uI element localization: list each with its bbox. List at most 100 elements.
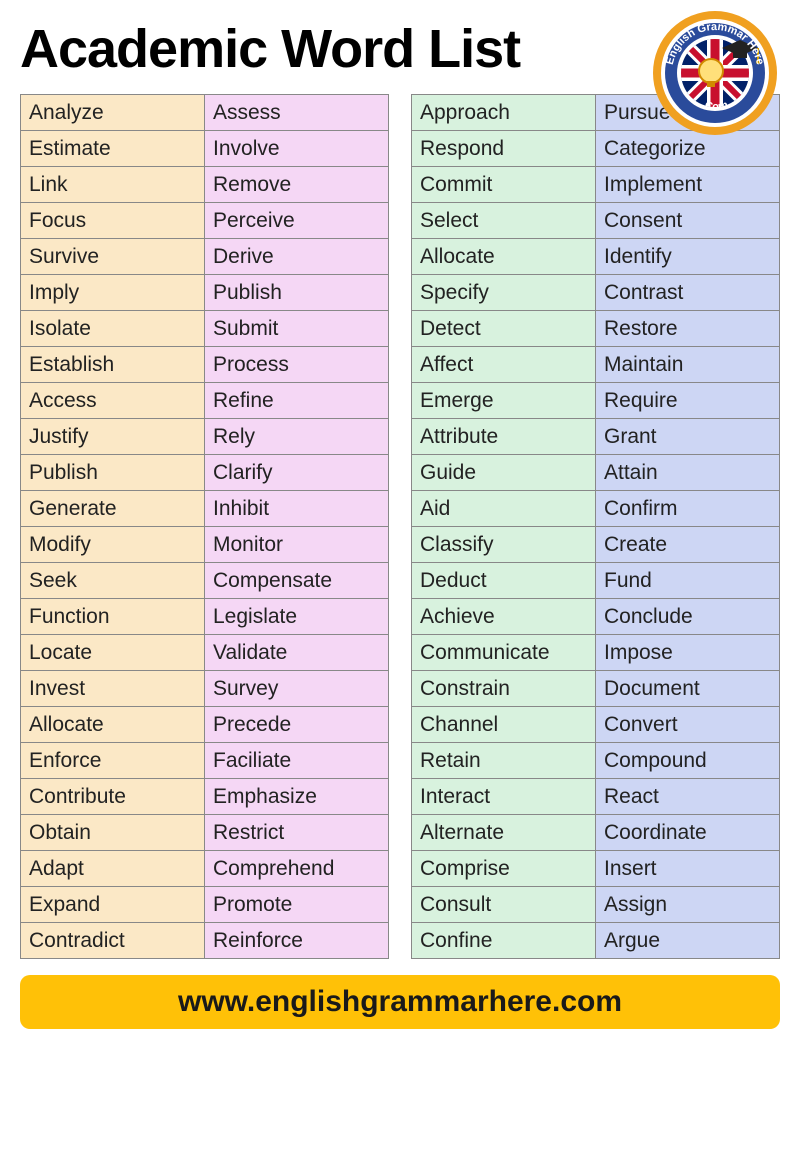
- table-row: CommitImplement: [412, 167, 780, 203]
- table-row: GuideAttain: [412, 455, 780, 491]
- logo-badge: English Grammar Here .Com: [650, 8, 780, 138]
- word-cell: Compensate: [205, 563, 389, 599]
- word-cell: Interact: [412, 779, 596, 815]
- word-cell: Refine: [205, 383, 389, 419]
- word-cell: Deduct: [412, 563, 596, 599]
- word-cell: Emerge: [412, 383, 596, 419]
- table-row: AllocatePrecede: [21, 707, 389, 743]
- word-cell: Function: [21, 599, 205, 635]
- table-row: SelectConsent: [412, 203, 780, 239]
- word-cell: Process: [205, 347, 389, 383]
- word-cell: Create: [596, 527, 780, 563]
- table-row: ConfineArgue: [412, 923, 780, 959]
- word-cell: Assign: [596, 887, 780, 923]
- table-row: ContributeEmphasize: [21, 779, 389, 815]
- svg-text:.Com: .Com: [701, 99, 730, 113]
- word-cell: Precede: [205, 707, 389, 743]
- word-cell: Obtain: [21, 815, 205, 851]
- word-cell: Perceive: [205, 203, 389, 239]
- table-row: ExpandPromote: [21, 887, 389, 923]
- word-cell: Assess: [205, 95, 389, 131]
- table-row: ObtainRestrict: [21, 815, 389, 851]
- table-row: JustifyRely: [21, 419, 389, 455]
- word-cell: Enforce: [21, 743, 205, 779]
- word-cell: Legislate: [205, 599, 389, 635]
- table-row: ContradictReinforce: [21, 923, 389, 959]
- word-cell: Inhibit: [205, 491, 389, 527]
- table-row: LinkRemove: [21, 167, 389, 203]
- word-cell: Fund: [596, 563, 780, 599]
- table-row: InteractReact: [412, 779, 780, 815]
- word-cell: Implement: [596, 167, 780, 203]
- table-row: AchieveConclude: [412, 599, 780, 635]
- word-cell: Access: [21, 383, 205, 419]
- table-row: ModifyMonitor: [21, 527, 389, 563]
- word-cell: Affect: [412, 347, 596, 383]
- table-row: CommunicateImpose: [412, 635, 780, 671]
- footer-url-bar: www.englishgrammarhere.com: [20, 975, 780, 1029]
- word-cell: Aid: [412, 491, 596, 527]
- word-cell: Restrict: [205, 815, 389, 851]
- word-cell: Allocate: [412, 239, 596, 275]
- word-cell: Reinforce: [205, 923, 389, 959]
- word-cell: React: [596, 779, 780, 815]
- word-cell: Focus: [21, 203, 205, 239]
- table-row: AdaptComprehend: [21, 851, 389, 887]
- word-cell: Maintain: [596, 347, 780, 383]
- word-cell: Insert: [596, 851, 780, 887]
- word-cell: Promote: [205, 887, 389, 923]
- word-cell: Clarify: [205, 455, 389, 491]
- table-row: GenerateInhibit: [21, 491, 389, 527]
- table-row: AlternateCoordinate: [412, 815, 780, 851]
- word-cell: Locate: [21, 635, 205, 671]
- word-cell: Select: [412, 203, 596, 239]
- table-row: LocateValidate: [21, 635, 389, 671]
- table-row: IsolateSubmit: [21, 311, 389, 347]
- word-cell: Emphasize: [205, 779, 389, 815]
- word-cell: Generate: [21, 491, 205, 527]
- table-row: DeductFund: [412, 563, 780, 599]
- word-cell: Monitor: [205, 527, 389, 563]
- word-cell: Publish: [205, 275, 389, 311]
- word-cell: Require: [596, 383, 780, 419]
- table-row: EstimateInvolve: [21, 131, 389, 167]
- table-row: InvestSurvey: [21, 671, 389, 707]
- table-row: SpecifyContrast: [412, 275, 780, 311]
- table-row: PublishClarify: [21, 455, 389, 491]
- word-cell: Retain: [412, 743, 596, 779]
- table-row: FunctionLegislate: [21, 599, 389, 635]
- word-cell: Constrain: [412, 671, 596, 707]
- word-cell: Remove: [205, 167, 389, 203]
- word-cell: Analyze: [21, 95, 205, 131]
- word-cell: Adapt: [21, 851, 205, 887]
- table-row: FocusPerceive: [21, 203, 389, 239]
- word-cell: Allocate: [21, 707, 205, 743]
- badge-icon: English Grammar Here .Com: [650, 8, 780, 138]
- word-cell: Restore: [596, 311, 780, 347]
- word-cell: Rely: [205, 419, 389, 455]
- word-cell: Publish: [21, 455, 205, 491]
- word-cell: Commit: [412, 167, 596, 203]
- word-cell: Validate: [205, 635, 389, 671]
- table-row: EstablishProcess: [21, 347, 389, 383]
- word-cell: Grant: [596, 419, 780, 455]
- word-cell: Coordinate: [596, 815, 780, 851]
- word-cell: Confine: [412, 923, 596, 959]
- table-row: ChannelConvert: [412, 707, 780, 743]
- word-cell: Approach: [412, 95, 596, 131]
- word-cell: Isolate: [21, 311, 205, 347]
- word-cell: Document: [596, 671, 780, 707]
- tables-container: AnalyzeAssessEstimateInvolveLinkRemoveFo…: [20, 94, 780, 959]
- table-row: DetectRestore: [412, 311, 780, 347]
- word-cell: Contradict: [21, 923, 205, 959]
- table-row: ClassifyCreate: [412, 527, 780, 563]
- word-cell: Survey: [205, 671, 389, 707]
- table-row: ConstrainDocument: [412, 671, 780, 707]
- table-row: ImplyPublish: [21, 275, 389, 311]
- table-row: CompriseInsert: [412, 851, 780, 887]
- word-cell: Consent: [596, 203, 780, 239]
- word-cell: Attribute: [412, 419, 596, 455]
- table-row: AttributeGrant: [412, 419, 780, 455]
- word-cell: Comprise: [412, 851, 596, 887]
- word-cell: Imply: [21, 275, 205, 311]
